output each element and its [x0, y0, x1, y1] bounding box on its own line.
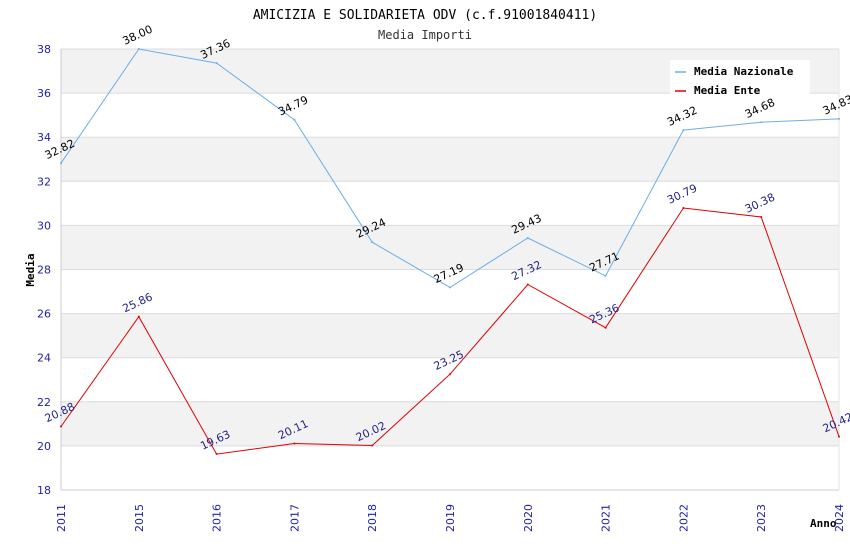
x-tick-label: 2022: [677, 504, 690, 532]
data-point: [215, 62, 218, 65]
x-tick-labels: 2011 2015 2016 2017 2018 2019 2020 2021 2022 2023…: [55, 504, 846, 532]
data-point: [526, 236, 529, 239]
data-point: [760, 216, 763, 219]
data-point: [293, 442, 296, 445]
legend-label-national: Media Nazionale: [694, 65, 794, 78]
data-point: [604, 326, 607, 329]
data-point: [760, 121, 763, 124]
data-point: [60, 162, 62, 165]
data-point: [682, 206, 685, 209]
data-point: [449, 373, 451, 376]
y-tick-label: 30: [37, 219, 51, 232]
data-point: [838, 117, 840, 120]
y-axis-label: Media: [24, 253, 37, 286]
data-point: [526, 283, 529, 286]
y-tick-label: 24: [37, 352, 51, 365]
data-point: [449, 286, 451, 289]
y-tick-label: 18: [37, 484, 51, 497]
x-tick-label: 2024: [833, 504, 846, 532]
x-tick-label: 2018: [366, 504, 379, 532]
data-label: 38.00: [121, 23, 155, 48]
x-axis-label: Anno: [810, 517, 837, 530]
y-tick-label: 22: [37, 396, 51, 409]
chart-subtitle: Media Importi: [378, 28, 472, 42]
x-tick-label: 2011: [55, 504, 68, 532]
data-point: [682, 129, 685, 132]
y-tick-label: 38: [37, 43, 51, 56]
x-tick-label: 2019: [444, 504, 457, 532]
data-point: [137, 48, 140, 50]
y-tick-label: 20: [37, 440, 51, 453]
legend-label-ente: Media Ente: [694, 84, 761, 97]
data-point: [60, 425, 62, 428]
series-lines: [60, 48, 840, 456]
y-tick-label: 32: [37, 175, 51, 188]
x-tick-label: 2020: [522, 504, 535, 532]
x-tick-label: 2023: [755, 504, 768, 532]
grid-band: [61, 401, 839, 446]
x-tick-label: 2016: [211, 504, 224, 532]
legend: Media Nazionale Media Ente: [670, 60, 810, 98]
x-tick-label: 2017: [288, 504, 301, 532]
x-tick-label: 2015: [133, 504, 146, 532]
grid-band: [61, 313, 839, 358]
grid-band: [61, 137, 839, 182]
data-point: [604, 274, 607, 277]
data-point: [371, 241, 374, 244]
data-point: [215, 453, 218, 456]
y-tick-label: 34: [37, 131, 51, 144]
data-point: [838, 435, 840, 438]
axes: [60, 49, 840, 491]
grid-band: [61, 225, 839, 270]
y-tick-label: 36: [37, 87, 51, 100]
data-point: [137, 315, 140, 318]
y-tick-labels: 18 20 22 24 26 28 30 32 34 36 38: [37, 43, 51, 497]
chart-title: AMICIZIA E SOLIDARIETA ODV (c.f.91001840…: [253, 8, 597, 23]
y-tick-label: 26: [37, 308, 51, 321]
y-tick-label: 28: [37, 264, 51, 277]
x-tick-label: 2021: [600, 504, 613, 532]
legend-box: [670, 60, 810, 98]
data-point: [371, 444, 374, 447]
data-point: [293, 118, 296, 121]
